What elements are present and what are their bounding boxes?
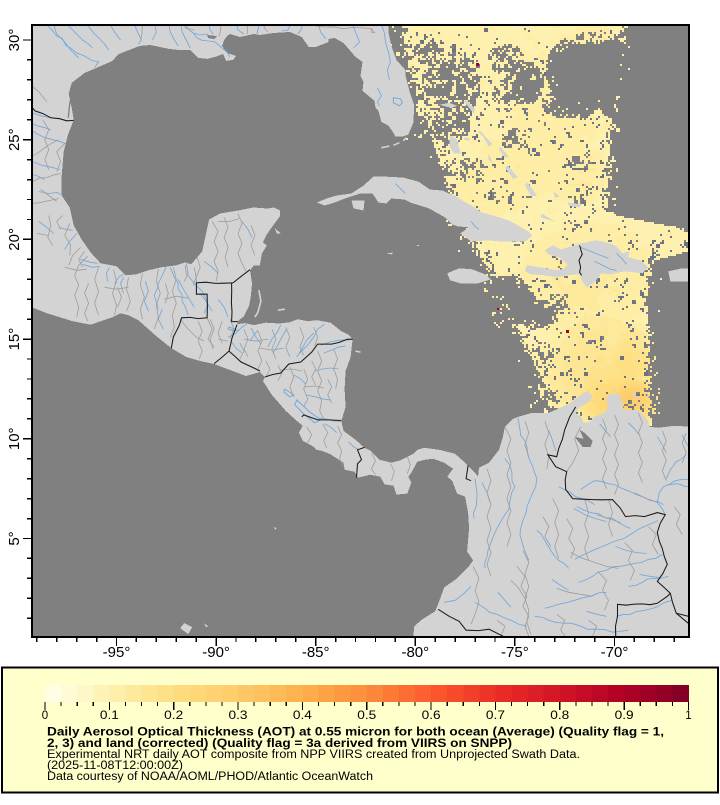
svg-text:-80°: -80° xyxy=(401,644,429,661)
svg-text:20°: 20° xyxy=(6,228,23,251)
svg-text:Experimental NRT daily AOT com: Experimental NRT daily AOT composite fro… xyxy=(47,749,580,761)
svg-text:0.3: 0.3 xyxy=(229,710,248,722)
svg-text:0.8: 0.8 xyxy=(550,710,569,722)
svg-text:0: 0 xyxy=(42,710,48,722)
svg-text:-70°: -70° xyxy=(601,644,629,661)
svg-text:0.1: 0.1 xyxy=(100,710,119,722)
svg-text:0.9: 0.9 xyxy=(615,710,634,722)
svg-text:2, 3) and land (corrected) (Qu: 2, 3) and land (corrected) (Quality flag… xyxy=(47,738,512,750)
svg-text:0.6: 0.6 xyxy=(422,710,441,722)
svg-text:30°: 30° xyxy=(6,29,23,52)
svg-text:0.5: 0.5 xyxy=(357,710,376,722)
svg-text:(2025-11-08T12:00:00Z): (2025-11-08T12:00:00Z) xyxy=(47,760,183,772)
svg-text:10°: 10° xyxy=(6,427,23,450)
svg-text:-95°: -95° xyxy=(103,644,131,661)
svg-text:Daily Aerosol Optical Thicknes: Daily Aerosol Optical Thickness (AOT) at… xyxy=(47,727,664,739)
svg-text:0.4: 0.4 xyxy=(293,710,313,722)
svg-text:1: 1 xyxy=(685,710,691,722)
svg-text:-75°: -75° xyxy=(501,644,529,661)
svg-text:5°: 5° xyxy=(6,531,23,545)
svg-text:15°: 15° xyxy=(6,328,23,351)
svg-text:0.7: 0.7 xyxy=(486,710,505,722)
svg-text:25°: 25° xyxy=(6,128,23,151)
svg-text:-85°: -85° xyxy=(302,644,330,661)
svg-text:-90°: -90° xyxy=(202,644,230,661)
svg-text:0.2: 0.2 xyxy=(164,710,183,722)
svg-text:Data courtesy of NOAA/AOML/PHO: Data courtesy of NOAA/AOML/PHOD/Atlantic… xyxy=(47,771,373,783)
